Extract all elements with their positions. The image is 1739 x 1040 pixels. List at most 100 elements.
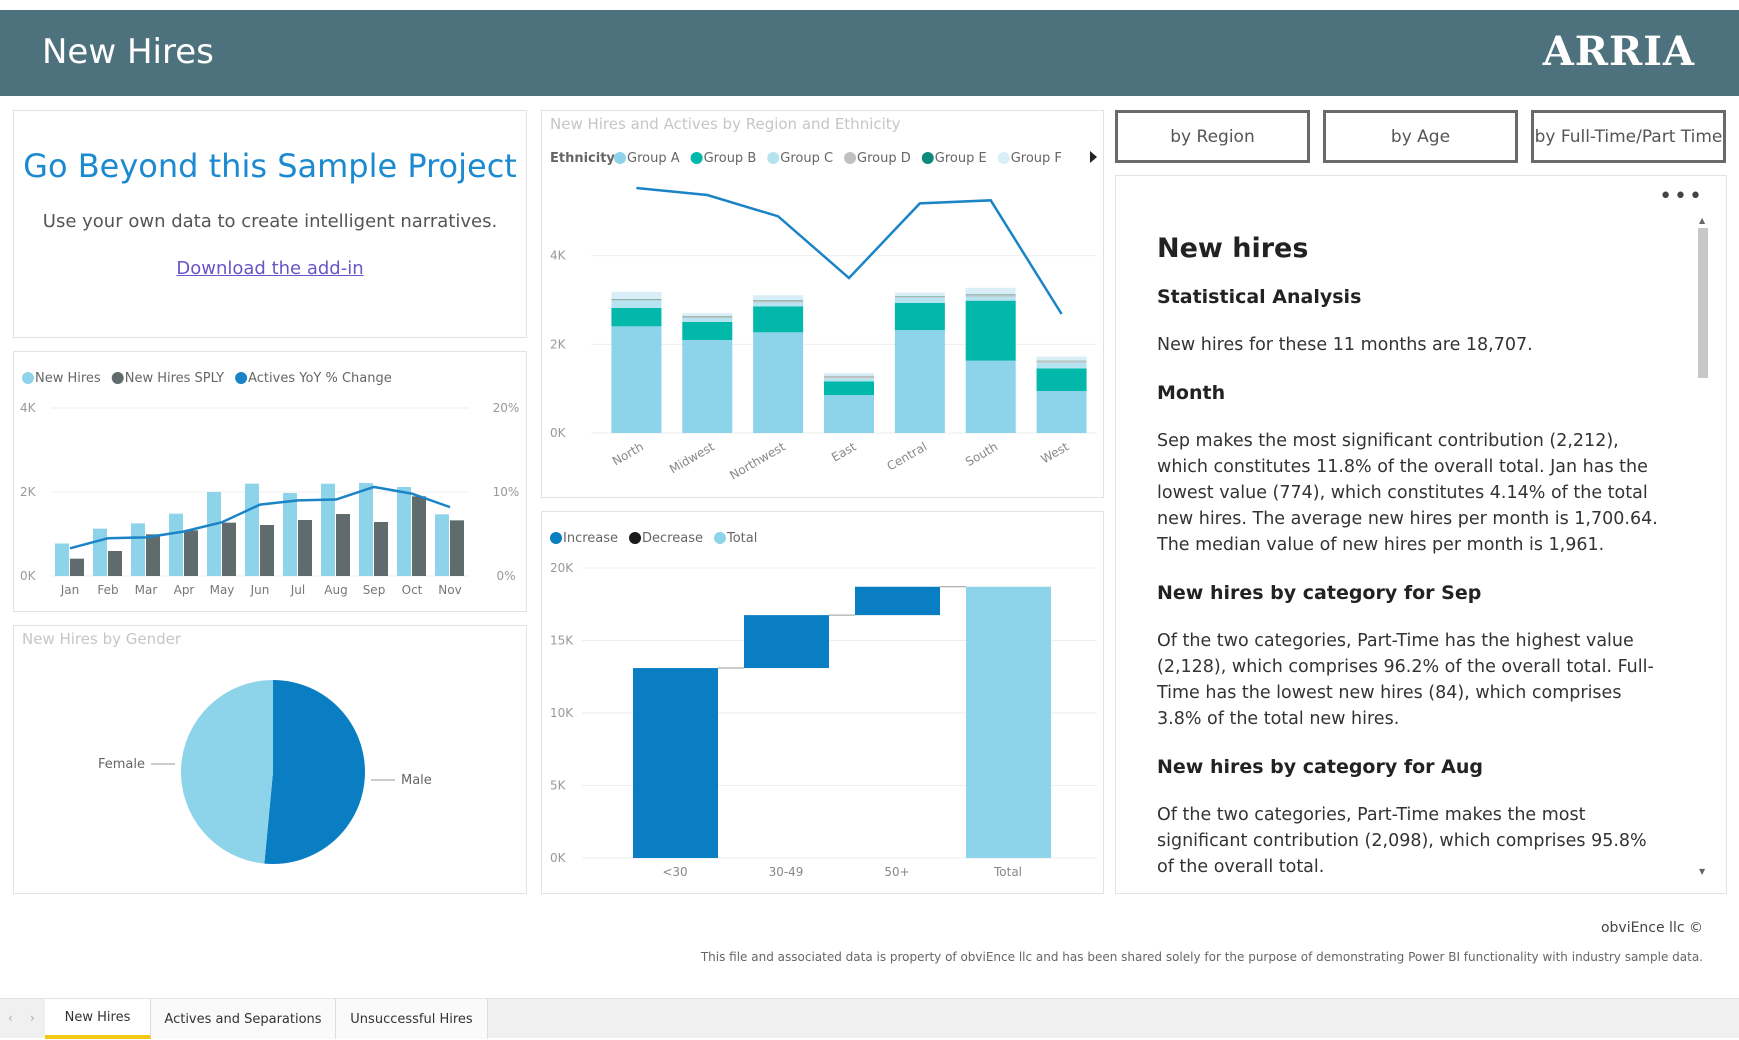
legend-marker bbox=[111, 372, 124, 384]
tab-unsuccessful-hires[interactable]: Unsuccessful Hires bbox=[336, 999, 488, 1039]
by-region-button[interactable]: by Region bbox=[1115, 110, 1310, 163]
legend-marker bbox=[614, 152, 626, 164]
bar-segment-group-a bbox=[753, 332, 804, 433]
region-chart-panel: New Hires and Actives by Region and Ethn… bbox=[541, 110, 1104, 498]
y-tick-label: 4K bbox=[550, 249, 567, 263]
legend-marker bbox=[767, 152, 780, 164]
scrollbar-thumb[interactable] bbox=[1698, 228, 1708, 378]
legend-marker bbox=[921, 152, 934, 164]
legend-label: Group F bbox=[1011, 151, 1062, 166]
y-tick-label: 0K bbox=[550, 426, 567, 440]
bar-new-hires bbox=[283, 493, 297, 576]
legend-label: Increase bbox=[563, 531, 618, 546]
bar-new-hires-sply bbox=[260, 525, 274, 576]
bar-segment-group-d bbox=[682, 316, 733, 318]
bar-new-hires-sply bbox=[412, 496, 426, 576]
x-tick-label: Total bbox=[993, 865, 1022, 879]
y-tick-label: 0K bbox=[550, 851, 567, 865]
legend-label: Decrease bbox=[642, 531, 703, 546]
bar-segment-group-d bbox=[824, 376, 874, 379]
promo-panel: Go Beyond this Sample Project Use your o… bbox=[13, 110, 527, 338]
x-tick-label: East bbox=[829, 439, 859, 464]
x-tick-label: Apr bbox=[174, 583, 195, 597]
bar-new-hires bbox=[93, 528, 107, 576]
bar-segment-group-d bbox=[965, 294, 1016, 297]
tab-actives-and-separations[interactable]: Actives and Separations bbox=[151, 999, 336, 1039]
x-tick-label: Feb bbox=[97, 583, 118, 597]
bar-segment-group-d bbox=[611, 299, 662, 301]
narrative-scrollbar[interactable]: ▲ ▼ bbox=[1696, 216, 1710, 876]
bar-segment-group-c bbox=[682, 317, 733, 322]
x-tick-label: Oct bbox=[402, 583, 423, 597]
region-chart: Ethnicity Group A Group B Group C Group D Gro… bbox=[550, 151, 1097, 482]
x-tick-label: 30-49 bbox=[769, 865, 804, 879]
gender-chart-panel: New Hires by Gender Male Female bbox=[13, 625, 527, 894]
download-addin-link[interactable]: Download the add-in bbox=[176, 258, 364, 279]
section-text: Of the two categories, Part-Time makes t… bbox=[1157, 805, 1647, 877]
next-page-icon[interactable]: › bbox=[30, 1011, 35, 1025]
waterfall-chart-panel: Increase Decrease Total 0K 5K 10K 15K 20K <30 30-… bbox=[541, 511, 1104, 894]
copyright-text: obviEnce llc © bbox=[1600, 920, 1703, 936]
bar-increase bbox=[744, 615, 829, 669]
legend-label: Actives YoY % Change bbox=[248, 371, 392, 386]
more-options-icon[interactable]: ••• bbox=[1659, 184, 1704, 209]
bar-increase bbox=[633, 668, 718, 858]
legend-marker bbox=[844, 152, 857, 164]
bar-new-hires-sply bbox=[298, 520, 312, 576]
x-tick-label: Midwest bbox=[667, 439, 717, 476]
line-actives bbox=[636, 186, 1063, 315]
legend-next-arrow-icon[interactable] bbox=[1090, 151, 1097, 163]
bar-segment-group-a bbox=[611, 326, 662, 433]
legend-marker bbox=[629, 532, 642, 544]
bar-segment-group-f bbox=[753, 295, 804, 301]
pie-slice-male bbox=[264, 680, 365, 864]
tab-new-hires[interactable]: New Hires bbox=[45, 999, 151, 1039]
x-tick-label: Aug bbox=[324, 583, 347, 597]
pie-label: Female bbox=[98, 757, 145, 772]
x-tick-label: <30 bbox=[662, 865, 687, 879]
prev-page-icon[interactable]: ‹ bbox=[8, 1011, 13, 1025]
x-tick-label: Central bbox=[885, 439, 930, 473]
bar-new-hires-sply bbox=[374, 521, 388, 576]
bar-segment-group-f bbox=[965, 287, 1016, 295]
line-actives-yoy bbox=[69, 485, 451, 550]
x-tick-label: Sep bbox=[363, 583, 386, 597]
x-tick-label: South bbox=[963, 439, 1000, 469]
scroll-up-icon[interactable]: ▲ bbox=[1699, 216, 1706, 225]
gender-pie-chart: Male Female bbox=[98, 680, 432, 864]
pie-slice-female bbox=[180, 680, 273, 864]
y-tick-label: 2K bbox=[550, 337, 567, 351]
section-text: Of the two categories, Part-Time has the… bbox=[1157, 631, 1654, 729]
y-tick-label: 15K bbox=[550, 634, 574, 648]
bar-total bbox=[966, 586, 1051, 858]
bar-segment-group-c bbox=[611, 300, 662, 308]
y2-tick-label: 10% bbox=[493, 485, 520, 499]
x-tick-label: 50+ bbox=[884, 865, 909, 879]
scroll-down-icon[interactable]: ▼ bbox=[1699, 867, 1706, 876]
bar-segment-group-a bbox=[965, 360, 1016, 433]
bar-segment-group-f bbox=[894, 292, 945, 297]
bar-new-hires bbox=[131, 523, 145, 576]
by-fulltime-parttime-button[interactable]: by Full-Time/Part Time bbox=[1531, 110, 1726, 163]
by-age-button[interactable]: by Age bbox=[1323, 110, 1518, 163]
arria-logo: ARRIA bbox=[1542, 28, 1695, 75]
narrative-body: New hires Statistical Analysis New hires… bbox=[1157, 233, 1667, 880]
legend-label: New Hires SPLY bbox=[125, 371, 224, 386]
y-tick-label: 4K bbox=[20, 401, 37, 415]
legend-marker bbox=[997, 152, 1010, 164]
bar-new-hires-sply bbox=[450, 520, 464, 576]
page-title: New Hires bbox=[42, 32, 214, 72]
legend-label: Group C bbox=[780, 151, 833, 166]
bar-new-hires-sply bbox=[222, 522, 236, 576]
bar-segment-group-f bbox=[682, 313, 733, 316]
legend-label: Group E bbox=[935, 151, 987, 166]
bar-segment-group-f bbox=[824, 373, 874, 376]
bar-segment-group-c bbox=[965, 296, 1016, 301]
legend-marker bbox=[235, 372, 248, 384]
narrative-title: New hires bbox=[1157, 233, 1309, 264]
y-tick-label: 5K bbox=[550, 779, 567, 793]
x-tick-label: Mar bbox=[135, 583, 158, 597]
gender-chart-title: New Hires by Gender bbox=[22, 630, 182, 648]
bar-segment-group-c bbox=[1036, 362, 1087, 369]
bar-segment-group-a bbox=[1036, 391, 1087, 433]
